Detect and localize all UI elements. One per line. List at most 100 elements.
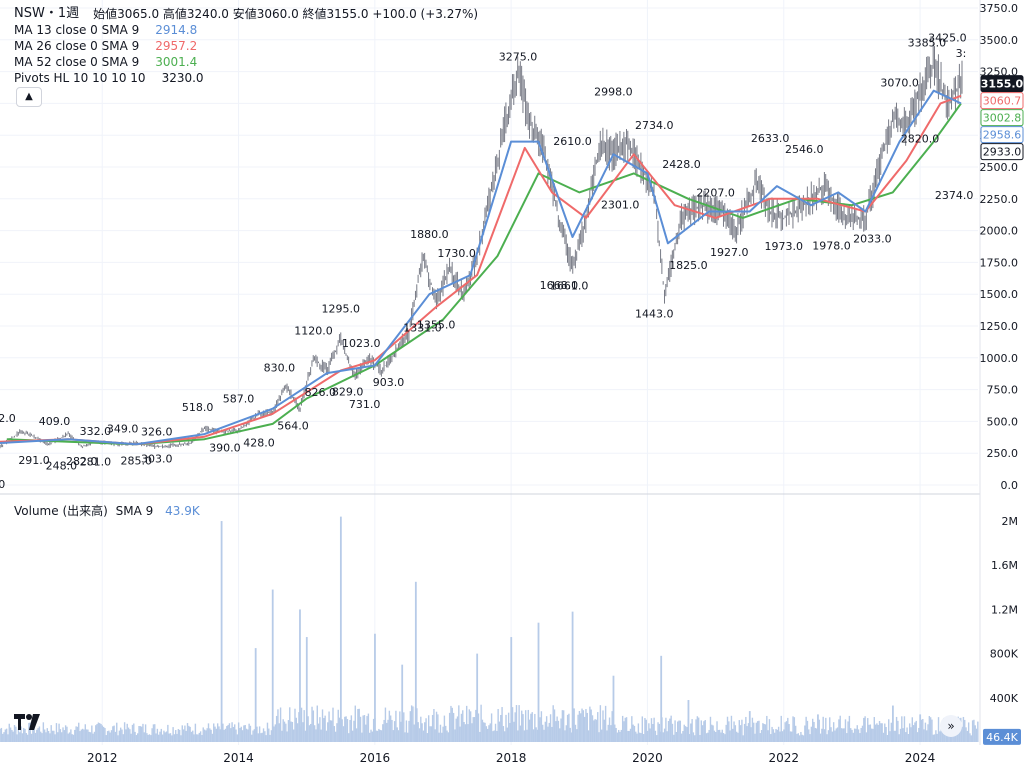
volume-bar xyxy=(197,734,199,742)
volume-bar xyxy=(485,726,488,742)
volume-bar xyxy=(220,521,223,742)
ohlc-values: 始値3065.0 高値3240.0 安値3060.0 終値3155.0 +100… xyxy=(93,7,479,21)
volume-bar xyxy=(308,725,311,742)
volume-bar xyxy=(399,711,401,742)
indicator-value: 2914.8 xyxy=(155,23,198,37)
volume-bar xyxy=(920,719,923,742)
volume-axis[interactable]: 400K 800K 1.2M 1.6M 2M 46.4K xyxy=(983,515,1021,745)
indicator-ma26[interactable]: MA 26 close 0 SMA 9 2957.2 xyxy=(14,38,478,54)
volume-bar xyxy=(530,713,532,742)
volume-bar xyxy=(47,730,50,742)
pivot-label: 2820.0 xyxy=(901,132,940,145)
tradingview-logo-icon[interactable] xyxy=(14,712,44,736)
volume-bar xyxy=(147,734,149,742)
volume-bar xyxy=(836,727,839,742)
volume-bar xyxy=(160,728,163,742)
volume-bar xyxy=(342,726,345,742)
volume-bar xyxy=(756,721,759,742)
price-tags: 3155.0 3060.7 3002.8 2958.6 2933.0 xyxy=(980,75,1024,161)
volume-bar xyxy=(878,721,881,742)
volume-bar xyxy=(349,719,351,742)
symbol-row[interactable]: NSW・1週 始値3065.0 高値3240.0 安値3060.0 終値3155… xyxy=(14,6,478,22)
volume-bar xyxy=(562,710,565,742)
volume-bar xyxy=(7,734,9,742)
volume-bar xyxy=(671,723,674,742)
volume-bar xyxy=(944,733,946,742)
volume-bar xyxy=(574,724,577,742)
chevron-up-icon: ▲ xyxy=(25,91,33,102)
price-tick-label: 500.0 xyxy=(987,415,1019,428)
volume-bar xyxy=(268,728,270,742)
pivot-label: 2301.0 xyxy=(601,198,640,211)
volume-bar xyxy=(189,726,191,742)
volume-bar xyxy=(228,723,231,742)
volume-bar xyxy=(971,720,974,742)
volume-bar xyxy=(682,731,684,742)
collapse-legend-button[interactable]: ▲ xyxy=(16,87,42,107)
volume-bar xyxy=(631,716,633,742)
volume-bar xyxy=(202,727,204,742)
volume-bar xyxy=(872,728,874,742)
volume-bar xyxy=(404,732,406,742)
volume-bar xyxy=(264,731,266,742)
volume-bar xyxy=(315,729,317,742)
indicator-pivots[interactable]: Pivots HL 10 10 10 10 3230.0 xyxy=(14,70,478,86)
volume-bar xyxy=(330,720,333,742)
volume-bar xyxy=(565,725,567,742)
symbol-title[interactable]: NSW・1週 xyxy=(14,6,80,21)
volume-bar xyxy=(615,727,617,742)
volume-bar xyxy=(603,719,606,742)
volume-bar xyxy=(970,735,972,742)
volume-bar xyxy=(265,735,267,742)
volume-bar xyxy=(81,728,84,742)
volume-bar xyxy=(50,725,52,742)
volume-bar xyxy=(410,705,413,742)
volume-bar xyxy=(289,707,291,742)
volume-bar xyxy=(413,724,415,742)
volume-bar xyxy=(616,732,619,742)
volume-legend[interactable]: Volume (出来高) SMA 9 43.9K xyxy=(14,502,200,519)
volume-bar xyxy=(270,730,273,742)
volume-bar xyxy=(680,733,683,742)
volume-bar xyxy=(232,726,235,742)
volume-bar xyxy=(484,722,486,742)
volume-bar xyxy=(817,714,819,742)
indicator-ma13[interactable]: MA 13 close 0 SMA 9 2914.8 xyxy=(14,22,478,38)
volume-bar xyxy=(245,728,248,742)
volume-bar xyxy=(850,728,852,742)
volume-bar xyxy=(755,722,758,742)
volume-bar xyxy=(773,732,776,742)
volume-bar xyxy=(910,727,912,742)
indicator-ma52[interactable]: MA 52 close 0 SMA 9 3001.4 xyxy=(14,54,478,70)
volume-bar xyxy=(897,720,899,742)
volume-bar xyxy=(150,735,152,742)
volume-bar xyxy=(889,731,891,742)
volume-bar xyxy=(129,729,131,742)
volume-bar xyxy=(587,730,590,742)
volume-bar xyxy=(469,711,472,742)
volume-bar xyxy=(964,719,966,742)
volume-bar xyxy=(578,710,581,742)
volume-bar xyxy=(51,730,54,742)
volume-bar xyxy=(532,729,535,742)
volume-bar xyxy=(55,723,58,742)
volume-bar xyxy=(800,731,802,742)
volume-bar xyxy=(383,719,385,742)
indicator-label: MA 13 close 0 SMA 9 xyxy=(14,23,140,37)
volume-bar xyxy=(313,725,316,742)
volume-bar xyxy=(839,715,841,742)
volume-bar xyxy=(345,716,347,742)
scroll-to-latest-button[interactable]: » xyxy=(940,715,962,737)
volume-bar xyxy=(312,710,315,742)
volume-bar xyxy=(823,729,826,742)
pivot-label: 428.0 xyxy=(243,437,275,450)
volume-bar xyxy=(808,729,810,742)
volume-bar xyxy=(892,705,894,742)
volume-bar xyxy=(821,728,823,742)
volume-bar xyxy=(161,734,164,742)
volume-bar xyxy=(198,732,201,742)
volume-bar xyxy=(517,730,519,742)
volume-bar xyxy=(433,709,435,742)
time-axis[interactable]: 2012 2014 2016 2018 2020 2022 2024 xyxy=(87,751,935,765)
